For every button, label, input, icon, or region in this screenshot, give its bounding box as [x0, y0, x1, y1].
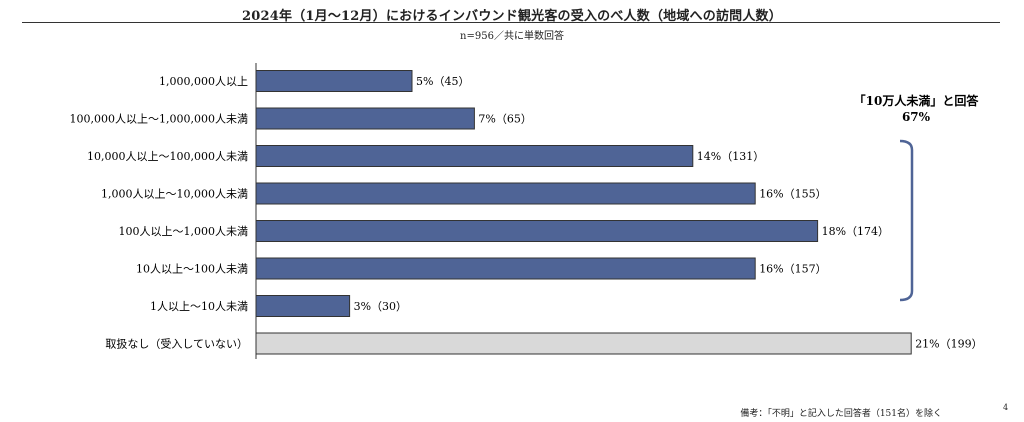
data-label: 18%（174）: [822, 225, 889, 238]
category-label: 100人以上～1,000人未満: [119, 225, 249, 238]
data-label: 14%（131）: [697, 150, 764, 163]
bar: [255, 145, 694, 167]
bracket: [899, 139, 914, 302]
bar: [255, 332, 912, 355]
data-label: 21%（199）: [915, 338, 982, 351]
page-number: 4: [1003, 403, 1009, 412]
data-label: 7%（65）: [478, 113, 531, 126]
category-label: 1人以上～10人未満: [150, 300, 248, 313]
chart-title: 2024年（1月～12月）におけるインバウンド観光客の受入のべ人数（地域への訪問…: [242, 9, 782, 24]
bar: [255, 220, 819, 242]
category-label: 1,000,000人以上: [159, 75, 248, 88]
value-labels-group: 5%（45） 7%（65） 14%（131） 16%（155） 18%（174） 16%（…: [354, 75, 983, 351]
data-label: 3%（30）: [354, 300, 407, 313]
category-label: 10,000人以上～100,000人未満: [87, 150, 248, 163]
title-rule: [22, 22, 1000, 23]
data-label: 16%（155）: [759, 188, 826, 201]
bar: [255, 70, 413, 92]
category-label: 1,000人以上～10,000人未満: [101, 188, 248, 201]
footnote: 備考：「不明」と記入した回答者（151名）を除く: [740, 409, 942, 419]
bar: [255, 295, 351, 317]
category-label: 取扱なし（受入していない）: [105, 337, 248, 351]
category-label: 100,000人以上～1,000,000人未満: [70, 113, 248, 126]
bar: [255, 182, 756, 205]
data-label: 5%（45）: [416, 75, 469, 88]
bars-group: [255, 70, 912, 355]
data-label: 16%（157）: [759, 263, 826, 276]
bar: [255, 107, 475, 130]
bar: [255, 257, 756, 280]
chart-subtitle: n=956／共に単数回答: [460, 31, 564, 42]
category-labels-group: 1,000,000人以上 100,000人以上～1,000,000人未満 10,00…: [70, 75, 248, 351]
category-label: 10人以上～100人未満: [136, 263, 248, 276]
annotation-line1: 「10万人未満」と回答: [854, 93, 980, 108]
annotation-line2: 67%: [902, 110, 931, 124]
